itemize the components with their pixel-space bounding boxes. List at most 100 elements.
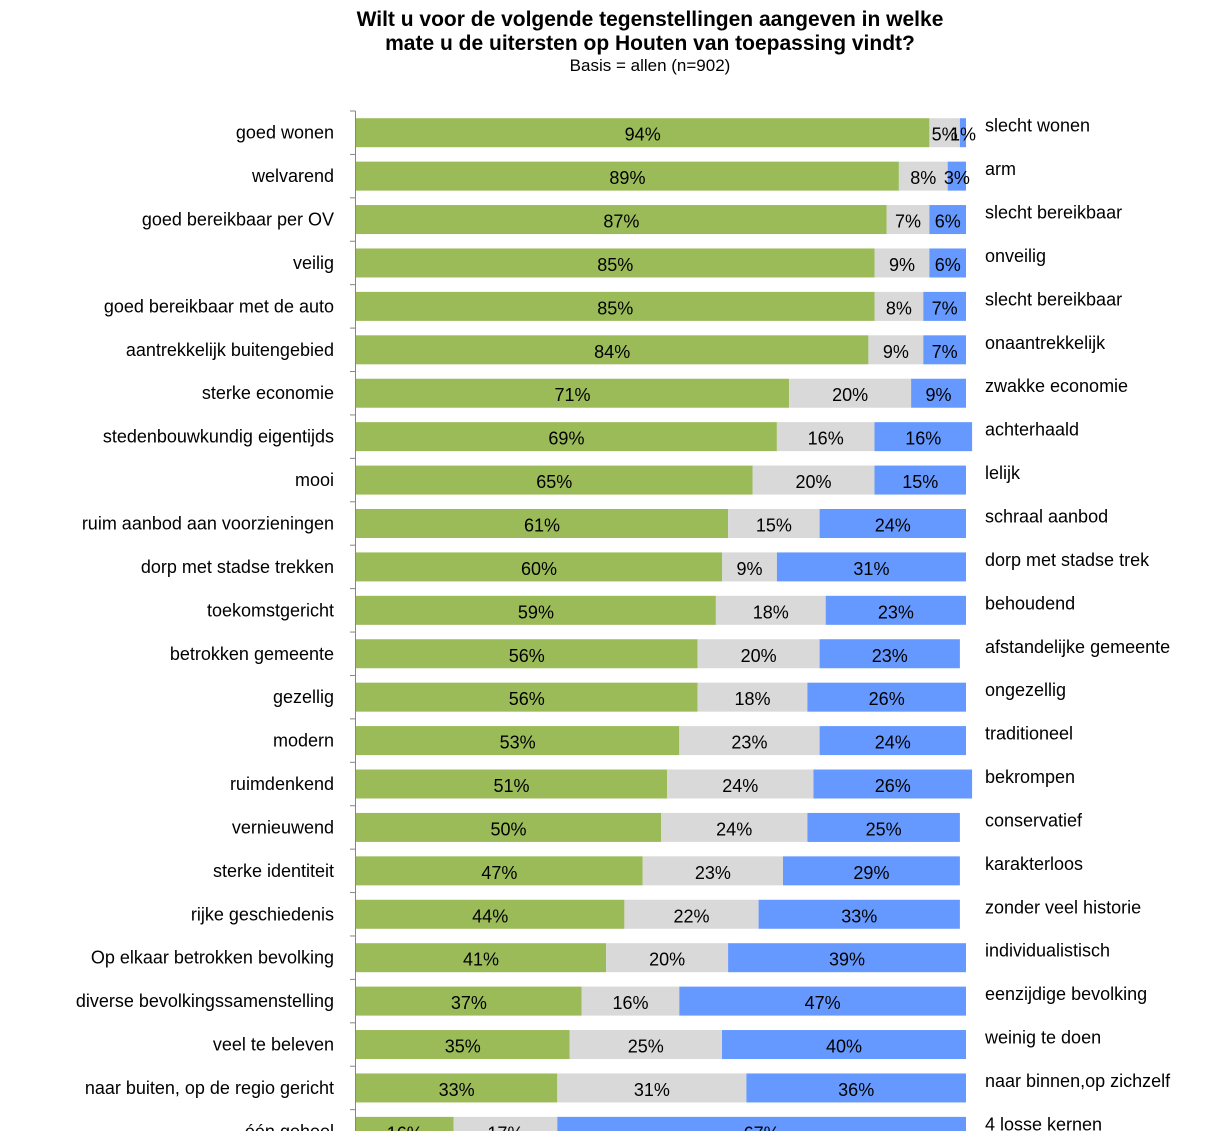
opposite-label: weinig te doen	[984, 1028, 1101, 1048]
data-label: 8%	[886, 298, 912, 318]
bar-segment-2	[557, 1073, 747, 1103]
bar-segment-3	[758, 899, 960, 929]
opposite-label: afstandelijke gemeente	[985, 637, 1170, 657]
bar-segment-1	[356, 986, 582, 1016]
bar-segment-3	[874, 422, 973, 452]
category-label: veel te beleven	[213, 1035, 334, 1055]
data-label: 23%	[731, 733, 767, 753]
data-label: 9%	[889, 255, 915, 275]
data-label: 65%	[536, 472, 572, 492]
data-label: 35%	[445, 1037, 481, 1057]
data-label: 69%	[548, 429, 584, 449]
category-label: goed bereikbaar per OV	[142, 210, 334, 230]
bar-segment-3	[911, 378, 966, 408]
bar-segment-1	[356, 118, 930, 148]
bar-segment-2	[581, 986, 680, 1016]
category-axis	[350, 110, 356, 1131]
data-label: 94%	[625, 125, 661, 145]
data-label: 29%	[853, 863, 889, 883]
bar-segment-1	[356, 943, 607, 973]
chart-subtitle: Basis = allen (n=902)	[569, 56, 731, 75]
data-label: 36%	[838, 1080, 874, 1100]
bar-segment-3	[807, 812, 960, 842]
bar-segment-2	[898, 161, 948, 191]
data-label: 31%	[853, 559, 889, 579]
data-label: 9%	[736, 559, 762, 579]
bar-segment-2	[868, 335, 924, 365]
data-label: 26%	[869, 689, 905, 709]
bar-segment-1	[356, 682, 698, 712]
data-label: 67%	[744, 1123, 780, 1131]
data-label: 89%	[609, 168, 645, 188]
category-label: Op elkaar betrokken bevolking	[91, 948, 334, 968]
category-label: goed bereikbaar met de auto	[104, 296, 334, 316]
bar-segment-2	[886, 205, 930, 235]
bar-segment-1	[356, 1073, 558, 1103]
bar-segment-1	[356, 335, 869, 365]
bar-segment-2	[874, 291, 924, 321]
bar-segment-1	[356, 1030, 570, 1060]
bar-segment-2	[624, 899, 759, 929]
data-label: 16%	[387, 1123, 423, 1131]
opposite-label: zonder veel historie	[985, 897, 1141, 917]
opposite-label: conservatief	[985, 810, 1083, 830]
data-label: 9%	[883, 342, 909, 362]
data-label: 25%	[628, 1037, 664, 1057]
data-label: 41%	[463, 950, 499, 970]
data-label: 20%	[649, 950, 685, 970]
bar-segment-1	[356, 161, 899, 191]
data-label: 44%	[472, 906, 508, 926]
opposite-label: individualistisch	[985, 941, 1110, 961]
data-label: 6%	[935, 255, 961, 275]
data-label: 24%	[716, 819, 752, 839]
data-label: 20%	[795, 472, 831, 492]
left-category-labels: goed wonen welvarend goed bereikbaar per O…	[76, 123, 334, 1131]
opposite-label: arm	[985, 159, 1016, 179]
bar-segment-3	[819, 726, 966, 756]
bar-segment-2	[697, 639, 820, 669]
bar-segment-3	[746, 1073, 966, 1103]
bar-segment-2	[789, 378, 912, 408]
data-label: 85%	[597, 255, 633, 275]
category-label: sterke identiteit	[213, 861, 334, 881]
category-label: ruimdenkend	[230, 774, 334, 794]
data-label: 59%	[518, 602, 554, 622]
category-label: gezellig	[273, 687, 334, 707]
opposite-label: onaantrekkelijk	[985, 333, 1106, 353]
bar-segment-3	[819, 508, 966, 538]
data-label: 17%	[487, 1123, 523, 1131]
data-label: 33%	[439, 1080, 475, 1100]
opposite-label: ongezellig	[985, 680, 1066, 700]
bar-segment-2	[722, 552, 777, 582]
bar-segment-3	[959, 118, 966, 148]
bar-segment-2	[776, 422, 875, 452]
data-label: 7%	[932, 342, 958, 362]
category-label: vernieuwend	[232, 817, 334, 837]
category-label: dorp met stadse trekken	[141, 557, 334, 577]
data-label: 18%	[753, 602, 789, 622]
bar-segment-1	[356, 1116, 454, 1131]
opposite-label: naar binnen,op zichzelf	[985, 1071, 1171, 1091]
data-label: 87%	[603, 212, 639, 232]
bar-segment-2	[679, 726, 820, 756]
data-label: 24%	[722, 776, 758, 796]
bar-segment-2	[642, 856, 783, 886]
bar-segment-2	[874, 248, 930, 278]
bar-segment-2	[697, 682, 808, 712]
bar-segment-2	[453, 1116, 558, 1131]
opposite-label: slecht wonen	[985, 116, 1090, 136]
data-label: 84%	[594, 342, 630, 362]
data-label: 7%	[895, 212, 921, 232]
data-label: 56%	[509, 646, 545, 666]
data-label: 7%	[932, 298, 958, 318]
category-label: goed wonen	[236, 123, 334, 143]
opposite-label: zwakke economie	[985, 376, 1128, 396]
bar-segment-3	[807, 682, 966, 712]
category-label: toekomstgericht	[207, 600, 334, 620]
bar-segment-2	[728, 508, 820, 538]
chart-title-line-1: Wilt u voor de volgende tegenstellingen …	[356, 8, 944, 31]
data-label: 6%	[935, 212, 961, 232]
opposite-label: 4 losse kernen	[985, 1114, 1102, 1131]
bar-segment-1	[356, 639, 698, 669]
opposite-label: slecht bereikbaar	[985, 203, 1122, 223]
